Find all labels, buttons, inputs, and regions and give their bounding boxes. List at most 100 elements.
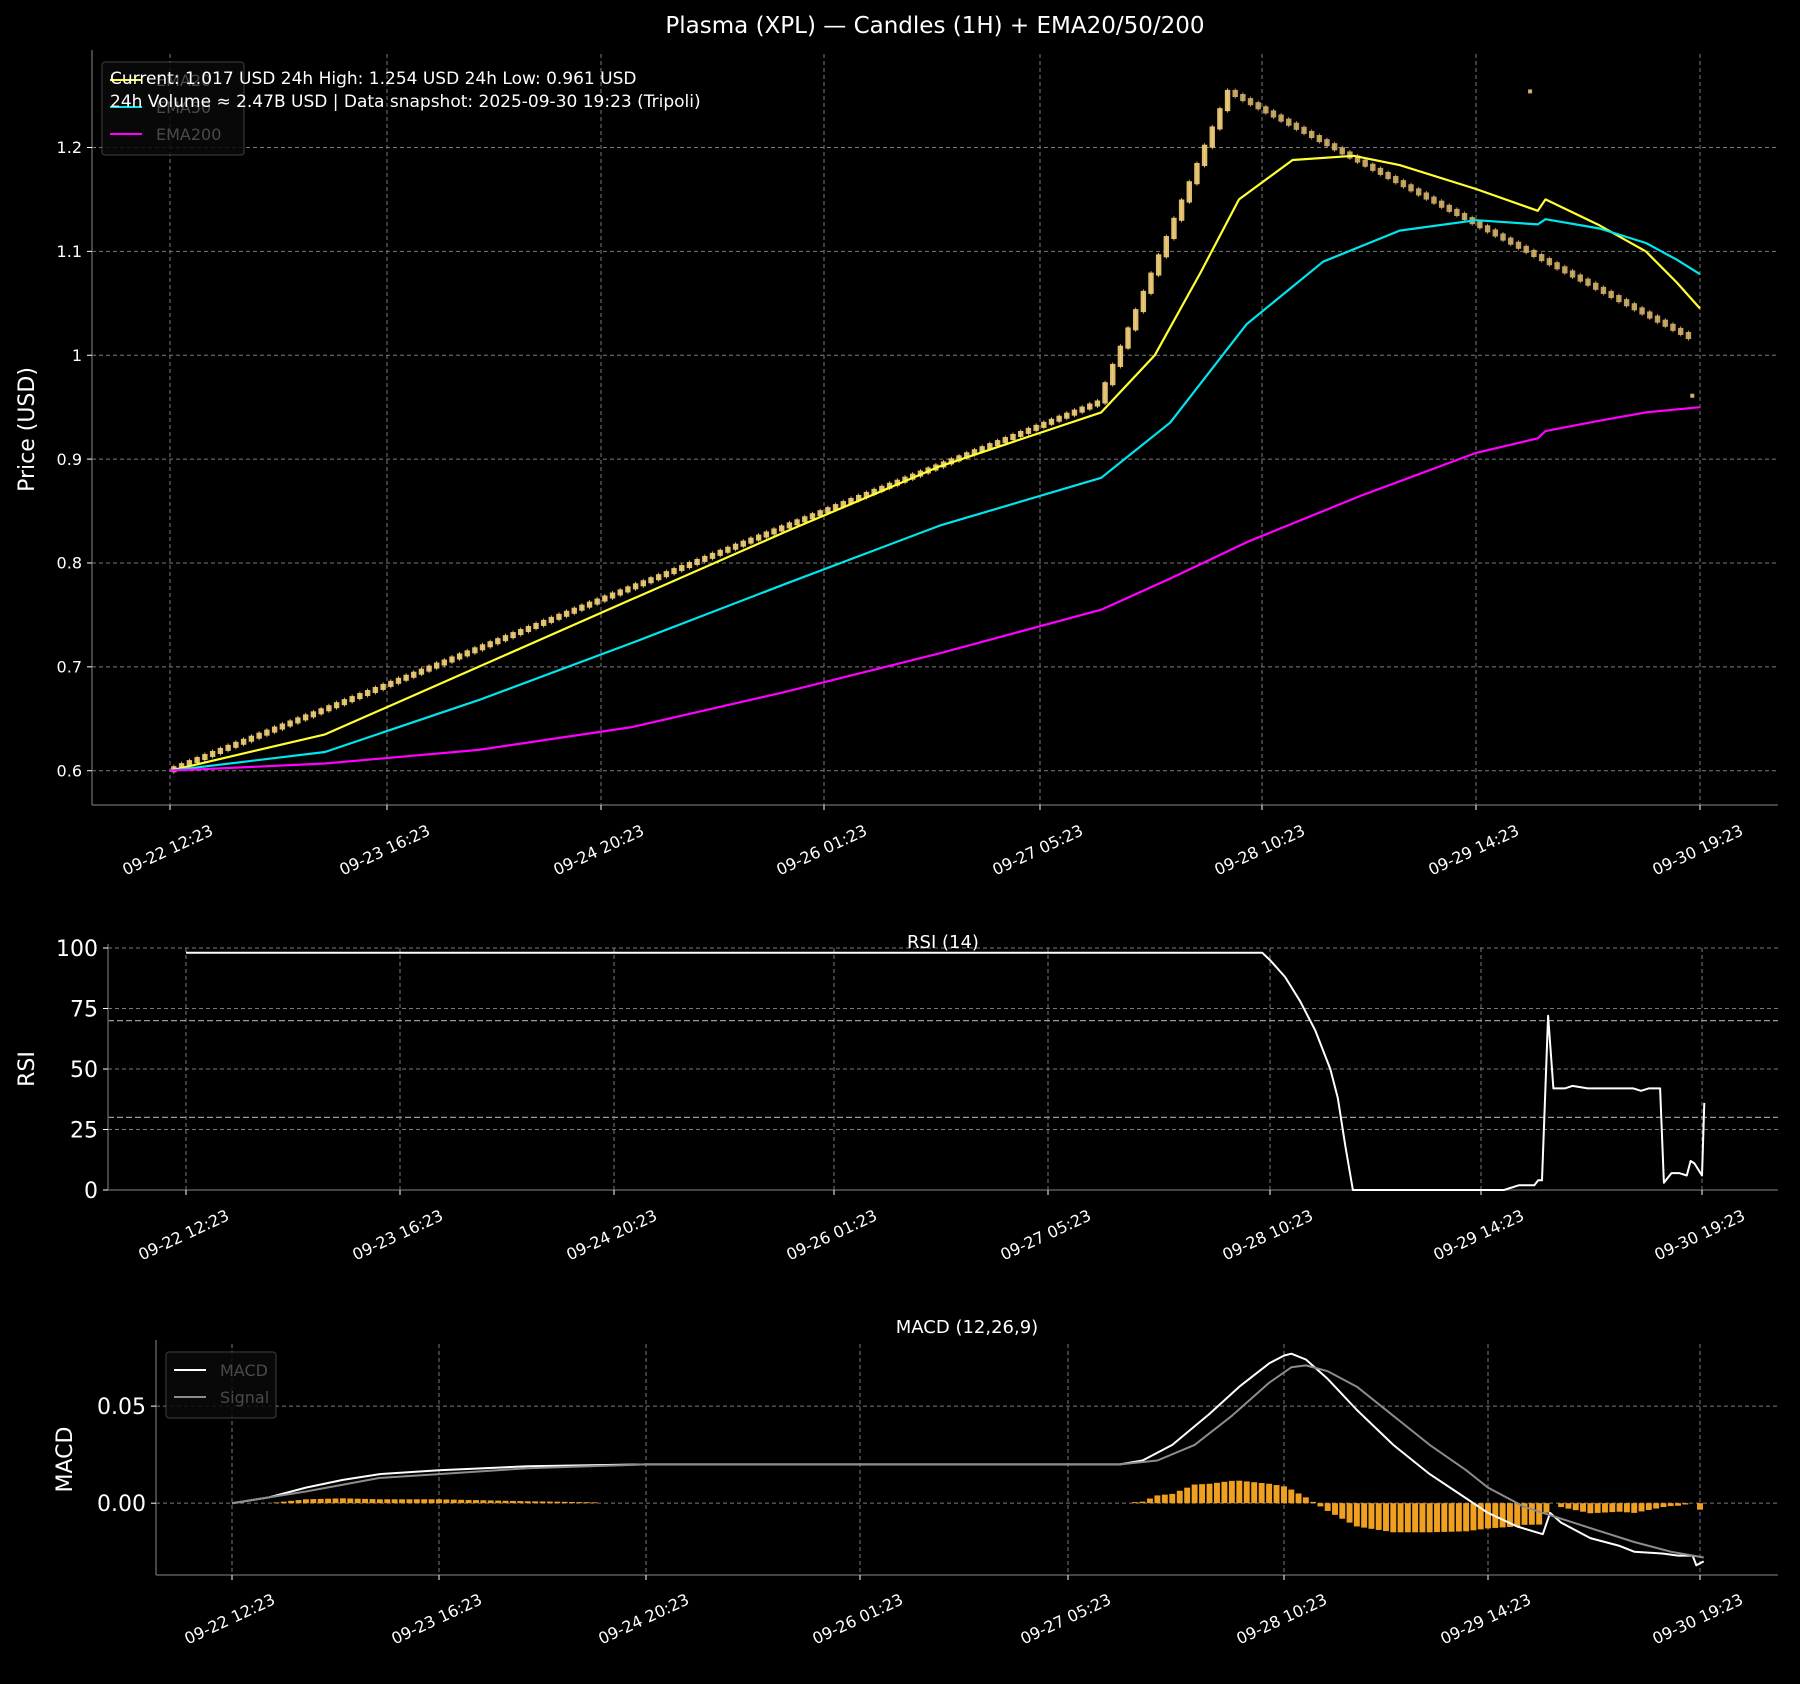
macd-histogram-bar <box>428 1499 435 1504</box>
candle-body <box>1577 274 1583 282</box>
macd-histogram-bar <box>443 1499 450 1504</box>
macd-histogram-bar <box>591 1502 598 1504</box>
candle-body <box>725 546 731 553</box>
candle-body <box>1569 270 1576 278</box>
legend-label: Signal <box>220 1388 269 1407</box>
macd-histogram-bar <box>325 1498 332 1504</box>
candle-body <box>1025 427 1032 434</box>
y-tick-label: 1 <box>72 346 82 365</box>
candle-body <box>1194 162 1200 185</box>
candle-body <box>1370 163 1376 171</box>
candle-body <box>341 699 348 706</box>
macd-histogram-bar <box>421 1499 428 1504</box>
candle-body <box>1400 180 1407 188</box>
series-line-ema200 <box>169 406 1701 772</box>
macd-histogram-bar <box>436 1499 442 1504</box>
macd-histogram-bar <box>1221 1481 1228 1504</box>
macd-histogram-bar <box>1161 1494 1168 1504</box>
macd-histogram-bar <box>1332 1503 1338 1515</box>
candle-body <box>1117 345 1124 367</box>
candle-body <box>318 708 324 715</box>
macd-histogram-bar <box>376 1499 383 1504</box>
macd-histogram-bar <box>1667 1503 1674 1507</box>
macd-histogram-bar <box>1558 1503 1565 1508</box>
candle-body <box>1110 363 1116 386</box>
candle-body <box>1132 309 1139 331</box>
macd-histogram-bar <box>1580 1503 1586 1512</box>
x-tick-label: 09-29 14:23 <box>1430 1206 1527 1265</box>
series-line-macd <box>231 1352 1705 1567</box>
macd-histogram-bar <box>1295 1493 1302 1504</box>
x-tick-label: 09-29 14:23 <box>1437 1590 1534 1649</box>
candle-body <box>1354 155 1361 163</box>
candle-body <box>426 665 432 672</box>
candle-body <box>1393 176 1399 184</box>
candle-body <box>686 561 693 569</box>
macd-histogram-bar <box>1602 1503 1608 1513</box>
candle-body <box>655 574 662 581</box>
candle-body <box>1048 418 1055 425</box>
y-tick-label: 0.9 <box>57 450 82 469</box>
macd-histogram-bar <box>1623 1503 1630 1513</box>
candle-body <box>1041 421 1047 428</box>
info-line: Current: 1.017 USD 24h High: 1.254 USD 2… <box>110 69 636 89</box>
macd-histogram-bar <box>1565 1503 1572 1509</box>
macd-histogram-bar <box>1455 1503 1462 1532</box>
candle-body <box>1186 181 1192 203</box>
macd-histogram-bar <box>1346 1503 1353 1523</box>
axes-layer <box>87 50 1778 1580</box>
candle-body <box>594 598 600 605</box>
candle-body <box>648 577 654 584</box>
candle-body <box>1140 290 1147 313</box>
macd-histogram-bar <box>1587 1503 1594 1514</box>
candle-body <box>372 686 379 693</box>
candle-body <box>302 714 309 721</box>
macd-histogram-bar <box>1638 1503 1645 1512</box>
x-tick-label: 09-22 12:23 <box>119 821 216 880</box>
candle-body <box>1079 406 1085 413</box>
macd-histogram-bar <box>1353 1503 1360 1527</box>
macd-histogram-bar <box>1390 1503 1397 1533</box>
macd-histogram-bar <box>1169 1493 1176 1504</box>
legend-label: MACD <box>220 1361 268 1380</box>
macd-histogram-bar <box>362 1498 369 1504</box>
candle-body <box>625 586 631 593</box>
candle-body <box>271 726 278 733</box>
candle-body <box>1002 437 1008 444</box>
candle-body <box>472 647 478 654</box>
candle-body <box>510 632 516 639</box>
macd-histogram-bar <box>1653 1503 1660 1509</box>
macd-histogram-bar <box>1616 1503 1623 1512</box>
macd-histogram-bar <box>273 1502 280 1504</box>
macd-histogram-bar <box>1154 1495 1161 1504</box>
macd-histogram-bar <box>524 1501 531 1504</box>
candle-body <box>256 732 262 739</box>
macd-histogram-bar <box>1258 1482 1265 1504</box>
macd-histogram-bar <box>1536 1503 1543 1525</box>
candle-body <box>1538 254 1545 262</box>
candle-body <box>671 568 677 575</box>
macd-histogram-bar <box>1506 1503 1513 1527</box>
macd-histogram-bar <box>1317 1503 1324 1507</box>
macd-histogram-bar <box>1477 1503 1484 1530</box>
candle-body <box>910 473 916 480</box>
grid-layer <box>92 54 1778 1575</box>
candle-body <box>755 534 762 541</box>
candle-body <box>1362 159 1368 167</box>
candle-body <box>1217 108 1223 130</box>
x-tick-label: 09-28 10:23 <box>1219 1206 1316 1265</box>
legend-box <box>165 1351 277 1419</box>
candle-body <box>418 668 425 675</box>
macd-histogram-bar <box>532 1501 539 1504</box>
candle-body <box>1654 315 1661 323</box>
macd-histogram-bar <box>473 1500 479 1504</box>
x-tick-label: 09-24 20:23 <box>550 821 647 880</box>
candle-body <box>1408 184 1414 192</box>
y-tick-label: 0.6 <box>57 761 82 780</box>
info-line: 24h Volume ≈ 2.47B USD | Data snapshot: … <box>110 92 701 112</box>
macd-histogram-bar <box>1310 1501 1317 1504</box>
candle-body <box>441 659 448 666</box>
candle-body <box>871 488 877 495</box>
candle-body <box>1554 262 1560 270</box>
